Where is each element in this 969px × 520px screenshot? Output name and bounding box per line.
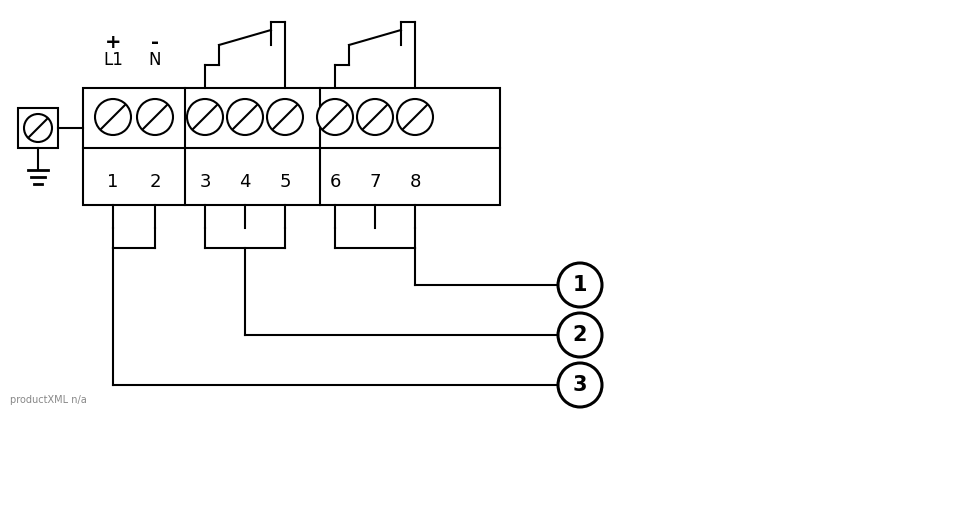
Text: 8: 8 <box>409 173 421 191</box>
Text: 1: 1 <box>572 275 586 295</box>
Circle shape <box>266 99 302 135</box>
Circle shape <box>317 99 353 135</box>
Text: 7: 7 <box>369 173 381 191</box>
Circle shape <box>357 99 392 135</box>
Circle shape <box>137 99 172 135</box>
Circle shape <box>396 99 432 135</box>
Circle shape <box>227 99 263 135</box>
Text: 4: 4 <box>239 173 251 191</box>
Text: L1: L1 <box>103 51 123 69</box>
Circle shape <box>24 114 52 142</box>
Text: 3: 3 <box>199 173 210 191</box>
Text: 2: 2 <box>149 173 161 191</box>
Text: N: N <box>148 51 161 69</box>
Text: -: - <box>151 32 159 51</box>
Bar <box>83 88 499 205</box>
Circle shape <box>557 363 602 407</box>
Circle shape <box>557 313 602 357</box>
Text: 1: 1 <box>108 173 118 191</box>
Text: +: + <box>105 32 121 51</box>
Bar <box>18 108 58 148</box>
Text: 3: 3 <box>572 375 586 395</box>
Text: 6: 6 <box>328 173 340 191</box>
Circle shape <box>95 99 131 135</box>
Circle shape <box>187 99 223 135</box>
Text: productXML n/a: productXML n/a <box>10 395 86 405</box>
Text: 2: 2 <box>572 325 586 345</box>
Text: 5: 5 <box>279 173 291 191</box>
Circle shape <box>557 263 602 307</box>
